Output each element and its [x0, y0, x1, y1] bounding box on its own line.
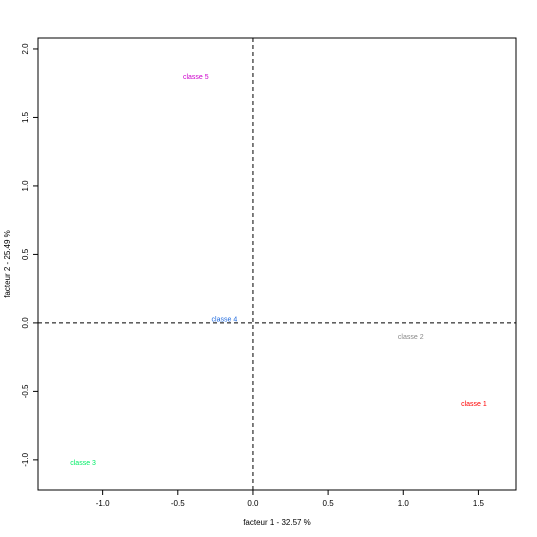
point-label-classe-4: classe 4	[212, 316, 238, 323]
y-tick-label: -1.0	[21, 452, 30, 466]
y-axis-ticks: -1.0 -0.5 0.0 0.5 1.0 1.5 2.0	[21, 43, 38, 467]
x-axis-title: facteur 1 - 32.57 %	[243, 518, 311, 527]
point-labels: classe 1 classe 2 classe 3 classe 4 classe 5	[70, 74, 487, 467]
x-tick-label: 0.0	[247, 499, 259, 508]
x-axis-ticks: -1.0 -0.5 0.0 0.5 1.0 1.5	[96, 490, 485, 508]
point-label-classe-5: classe 5	[183, 74, 209, 81]
y-tick-label: 1.0	[21, 180, 30, 192]
y-tick-label: 2.0	[21, 43, 30, 55]
y-tick-label: -0.5	[21, 384, 30, 398]
y-tick-label: 0.5	[21, 248, 30, 260]
x-tick-label: 0.5	[323, 499, 335, 508]
point-label-classe-3: classe 3	[70, 460, 96, 467]
x-tick-label: 1.0	[398, 499, 410, 508]
x-tick-label: -0.5	[171, 499, 185, 508]
point-label-classe-2: classe 2	[398, 334, 424, 341]
y-tick-label: 0.0	[21, 317, 30, 329]
point-label-classe-1: classe 1	[461, 401, 487, 408]
y-axis-title: facteur 2 - 25.49 %	[3, 230, 12, 298]
x-tick-label: 1.5	[473, 499, 485, 508]
y-tick-label: 1.5	[21, 111, 30, 123]
x-tick-label: -1.0	[96, 499, 110, 508]
plot-frame	[37, 37, 517, 491]
